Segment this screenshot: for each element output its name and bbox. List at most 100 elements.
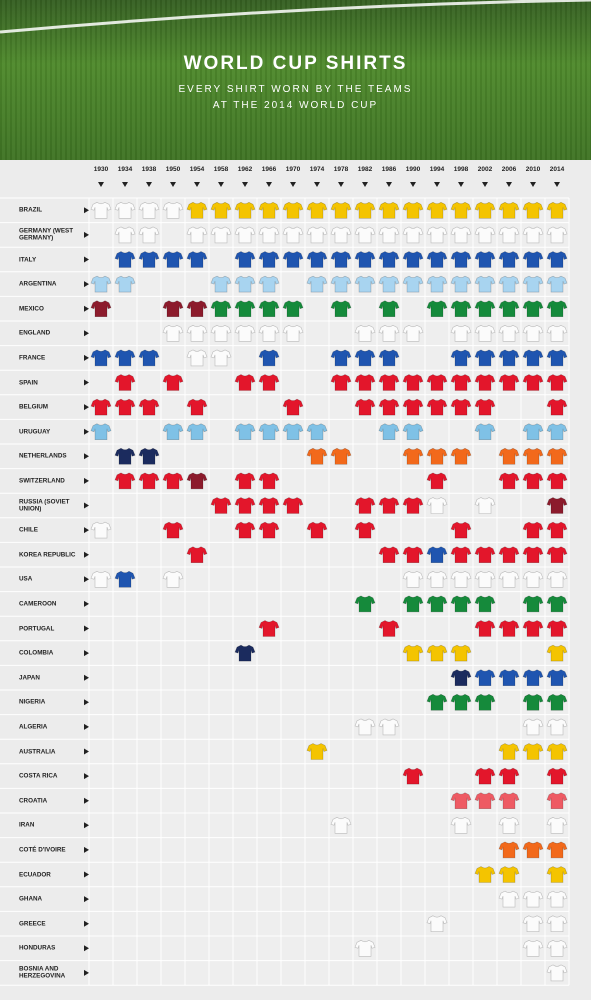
shirt[interactable] <box>330 226 352 244</box>
shirt[interactable] <box>426 374 448 391</box>
shirt[interactable] <box>498 324 520 342</box>
shirt[interactable] <box>522 890 544 908</box>
shirt[interactable] <box>498 767 520 785</box>
shirt[interactable] <box>306 226 328 244</box>
row-arrow[interactable] <box>84 896 89 903</box>
shirt[interactable] <box>546 644 568 662</box>
row-arrow[interactable] <box>84 527 89 534</box>
shirt[interactable] <box>522 718 544 736</box>
shirt[interactable] <box>90 398 112 416</box>
shirt[interactable] <box>498 374 520 391</box>
shirt[interactable] <box>474 398 496 416</box>
shirt[interactable] <box>426 275 448 293</box>
shirt[interactable] <box>114 251 136 268</box>
shirt[interactable] <box>282 497 304 514</box>
sort-arrow[interactable] <box>362 182 368 187</box>
shirt[interactable] <box>546 423 568 440</box>
shirt[interactable] <box>498 890 520 908</box>
shirt[interactable] <box>522 841 544 859</box>
shirt[interactable] <box>522 472 544 490</box>
shirt[interactable] <box>450 816 472 834</box>
shirt[interactable] <box>210 300 232 317</box>
shirt[interactable] <box>474 620 496 637</box>
shirt[interactable] <box>330 201 352 219</box>
row-arrow[interactable] <box>84 551 89 558</box>
shirt[interactable] <box>138 447 160 465</box>
row-arrow[interactable] <box>84 773 89 780</box>
shirt[interactable] <box>546 275 568 293</box>
shirt[interactable] <box>162 324 184 342</box>
shirt[interactable] <box>258 324 280 342</box>
shirt[interactable] <box>450 644 472 662</box>
shirt[interactable] <box>498 300 520 317</box>
shirt[interactable] <box>498 669 520 686</box>
row-arrow[interactable] <box>84 404 89 411</box>
shirt[interactable] <box>354 201 376 219</box>
shirt[interactable] <box>354 718 376 736</box>
row-arrow[interactable] <box>84 945 89 952</box>
shirt[interactable] <box>234 201 256 219</box>
shirt[interactable] <box>546 398 568 416</box>
shirt[interactable] <box>282 300 304 317</box>
shirt[interactable] <box>330 300 352 317</box>
shirt[interactable] <box>378 398 400 416</box>
shirt[interactable] <box>378 546 400 563</box>
shirt[interactable] <box>402 546 424 563</box>
shirt[interactable] <box>450 349 472 367</box>
shirt[interactable] <box>378 374 400 391</box>
row-arrow[interactable] <box>84 920 89 927</box>
shirt[interactable] <box>378 300 400 317</box>
shirt[interactable] <box>210 497 232 514</box>
shirt[interactable] <box>402 398 424 416</box>
row-arrow[interactable] <box>84 428 89 435</box>
shirt[interactable] <box>522 251 544 268</box>
shirt[interactable] <box>546 964 568 982</box>
sort-arrow[interactable] <box>530 182 536 187</box>
shirt[interactable] <box>258 201 280 219</box>
shirt[interactable] <box>474 374 496 391</box>
shirt[interactable] <box>474 546 496 563</box>
shirt[interactable] <box>114 374 136 391</box>
shirt[interactable] <box>90 423 112 440</box>
shirt[interactable] <box>402 201 424 219</box>
shirt[interactable] <box>522 693 544 711</box>
shirt[interactable] <box>330 251 352 268</box>
shirt[interactable] <box>522 669 544 686</box>
shirt[interactable] <box>330 447 352 465</box>
shirt[interactable] <box>426 201 448 219</box>
shirt[interactable] <box>138 472 160 490</box>
sort-arrow[interactable] <box>98 182 104 187</box>
shirt[interactable] <box>210 201 232 219</box>
row-arrow[interactable] <box>84 354 89 361</box>
shirt[interactable] <box>450 521 472 539</box>
row-arrow[interactable] <box>84 650 89 657</box>
shirt[interactable] <box>522 423 544 440</box>
shirt[interactable] <box>546 767 568 785</box>
row-arrow[interactable] <box>84 330 89 337</box>
shirt[interactable] <box>426 472 448 490</box>
shirt[interactable] <box>90 349 112 367</box>
shirt[interactable] <box>354 349 376 367</box>
shirt[interactable] <box>498 570 520 588</box>
shirt[interactable] <box>354 939 376 957</box>
sort-arrow[interactable] <box>242 182 248 187</box>
shirt[interactable] <box>426 226 448 244</box>
row-arrow[interactable] <box>84 231 89 238</box>
shirt[interactable] <box>258 423 280 440</box>
row-arrow[interactable] <box>84 207 89 214</box>
shirt[interactable] <box>402 275 424 293</box>
shirt[interactable] <box>498 447 520 465</box>
shirt[interactable] <box>258 497 280 514</box>
row-arrow[interactable] <box>84 723 89 730</box>
shirt[interactable] <box>354 374 376 391</box>
shirt[interactable] <box>378 620 400 637</box>
shirt[interactable] <box>138 349 160 367</box>
sort-arrow[interactable] <box>458 182 464 187</box>
shirt[interactable] <box>450 324 472 342</box>
shirt[interactable] <box>474 300 496 317</box>
shirt[interactable] <box>402 251 424 268</box>
shirt[interactable] <box>306 743 328 760</box>
shirt[interactable] <box>474 693 496 711</box>
shirt[interactable] <box>546 816 568 834</box>
shirt[interactable] <box>234 275 256 293</box>
